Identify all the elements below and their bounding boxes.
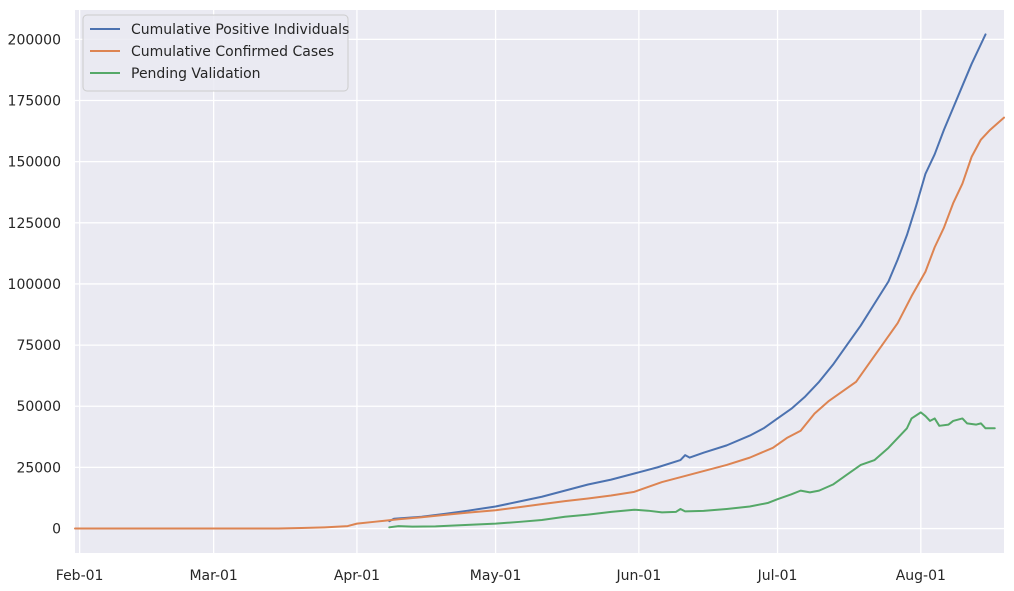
y-tick-label: 50000 [16,399,61,415]
x-tick-label: Feb-01 [56,568,104,584]
x-tick-label: Aug-01 [896,568,946,584]
series-line-cumulative-positive-individuals [388,33,987,523]
legend-label: Pending Validation [131,66,261,82]
x-tick-labels: Feb-01 Mar-01 Apr-01 May-01 Jun-01 Jul-01 Aug-… [56,568,946,584]
x-tick-label: May-01 [470,568,522,584]
y-tick-label: 125000 [8,216,61,232]
series-line-cumulative-confirmed-cases [74,116,1005,530]
x-tick-label: Apr-01 [334,568,380,584]
y-tick-label: 175000 [8,94,61,110]
series-layer [74,33,1005,530]
y-tick-label: 25000 [16,460,61,476]
legend-label: Cumulative Positive Individuals [131,22,349,38]
y-tick-label: 100000 [8,277,61,293]
legend: Cumulative Positive Individuals Cumulativ… [82,14,349,92]
x-tick-label: Jul-01 [757,568,798,584]
x-gridlines [78,10,922,553]
x-tick-label: Mar-01 [189,568,237,584]
y-tick-label: 75000 [16,338,61,354]
legend-label: Cumulative Confirmed Cases [131,44,334,60]
series-line-pending-validation [388,411,996,529]
x-tick-label: Jun-01 [615,568,661,584]
y-tick-label: 150000 [8,155,61,171]
y-tick-labels: 0 25000 50000 75000 100000 125000 150000 175000… [8,32,61,537]
y-tick-label: 0 [52,522,61,538]
legend-box [82,14,349,92]
y-tick-label: 200000 [8,32,61,48]
